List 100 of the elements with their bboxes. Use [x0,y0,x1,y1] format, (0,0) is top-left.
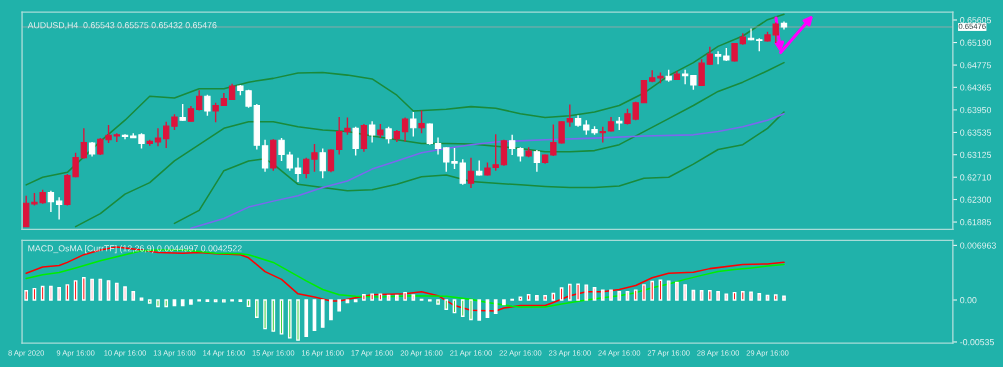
bar [263,299,267,330]
bar [460,299,465,318]
bar [296,299,300,341]
bar [320,299,325,328]
y-tick-label: 0.63535 [960,129,992,136]
bar [40,285,45,301]
bar [650,280,655,301]
bar [114,282,119,301]
bar [773,294,778,301]
candlestick [681,68,689,86]
candlestick [640,79,648,104]
bar [287,299,292,339]
candlestick [80,127,88,160]
y-tick-label: 0.64775 [960,62,992,69]
bar [642,284,646,301]
bar [740,290,745,301]
candlestick [154,127,162,147]
bar [246,299,251,307]
bar [683,284,687,301]
candlestick [368,120,376,144]
candlestick [508,134,516,156]
candlestick [467,156,475,189]
bar [271,299,276,332]
bar [147,299,152,304]
bar [675,281,679,301]
candlestick [336,116,343,156]
candlestick [47,190,55,213]
bar [81,277,86,301]
bar [724,293,729,301]
candlestick [731,42,738,63]
bar [395,294,399,301]
bar [757,293,762,301]
bar [254,299,259,318]
text: AUDUSD,H4 0.65543 0.65575 0.65432 0.65476 [27,22,217,30]
bar [708,290,712,301]
y-tick-label: 0.62300 [960,196,992,203]
bar [164,299,169,308]
candlestick [163,121,170,149]
bar [329,299,333,321]
bar [337,299,342,312]
y-tick-label: 0.61885 [960,219,992,226]
bar [24,290,29,301]
bar [732,291,737,301]
candlestick [426,122,433,146]
bar [49,285,53,301]
candlestick [212,102,219,124]
bar [782,295,786,301]
bar [469,299,473,321]
y-tick-label: 0.63125 [960,151,992,158]
bar [345,299,350,304]
bar [378,293,383,301]
bar [304,299,309,338]
candlestick [533,149,541,173]
bar [765,294,770,301]
bar [362,294,366,301]
y-tick-label: 0.62710 [960,174,992,181]
bar [98,278,103,301]
candlestick [698,58,705,87]
y-tick-label: 0.00 [960,297,977,304]
y-tick-label: 0.65190 [960,39,992,46]
candlestick [714,50,722,65]
candlestick [22,195,30,228]
bar [131,290,136,301]
candlestick [418,109,425,134]
y-tick-label: 0.65605 [960,17,992,24]
line-series [74,61,785,228]
bar [600,289,605,301]
candlestick [352,126,359,157]
bar [436,299,440,305]
bar [57,286,61,301]
bar [493,299,498,314]
candlestick [401,116,409,143]
bar [666,280,671,301]
bar [633,289,638,301]
candlestick [360,123,368,153]
bar [609,289,613,301]
bar [386,294,391,301]
bar [584,284,589,301]
bar [156,299,160,308]
bar [180,299,185,307]
y-tick-label: 0.64365 [960,84,992,91]
bar [716,290,720,301]
bar [749,291,753,301]
bar [535,294,539,301]
bar [477,299,482,321]
bar [526,294,531,301]
candlestick [261,139,269,173]
candlestick [327,148,335,174]
line-series [25,13,785,186]
bar [123,286,127,301]
candlestick [500,139,508,167]
bar [567,283,572,301]
bar [411,294,416,301]
bar [444,299,449,310]
bar [403,291,407,301]
bar [189,299,193,305]
candlestick [294,156,302,183]
y-tick-label: 0.63950 [960,106,992,114]
bar [617,290,622,301]
bar [576,283,580,301]
